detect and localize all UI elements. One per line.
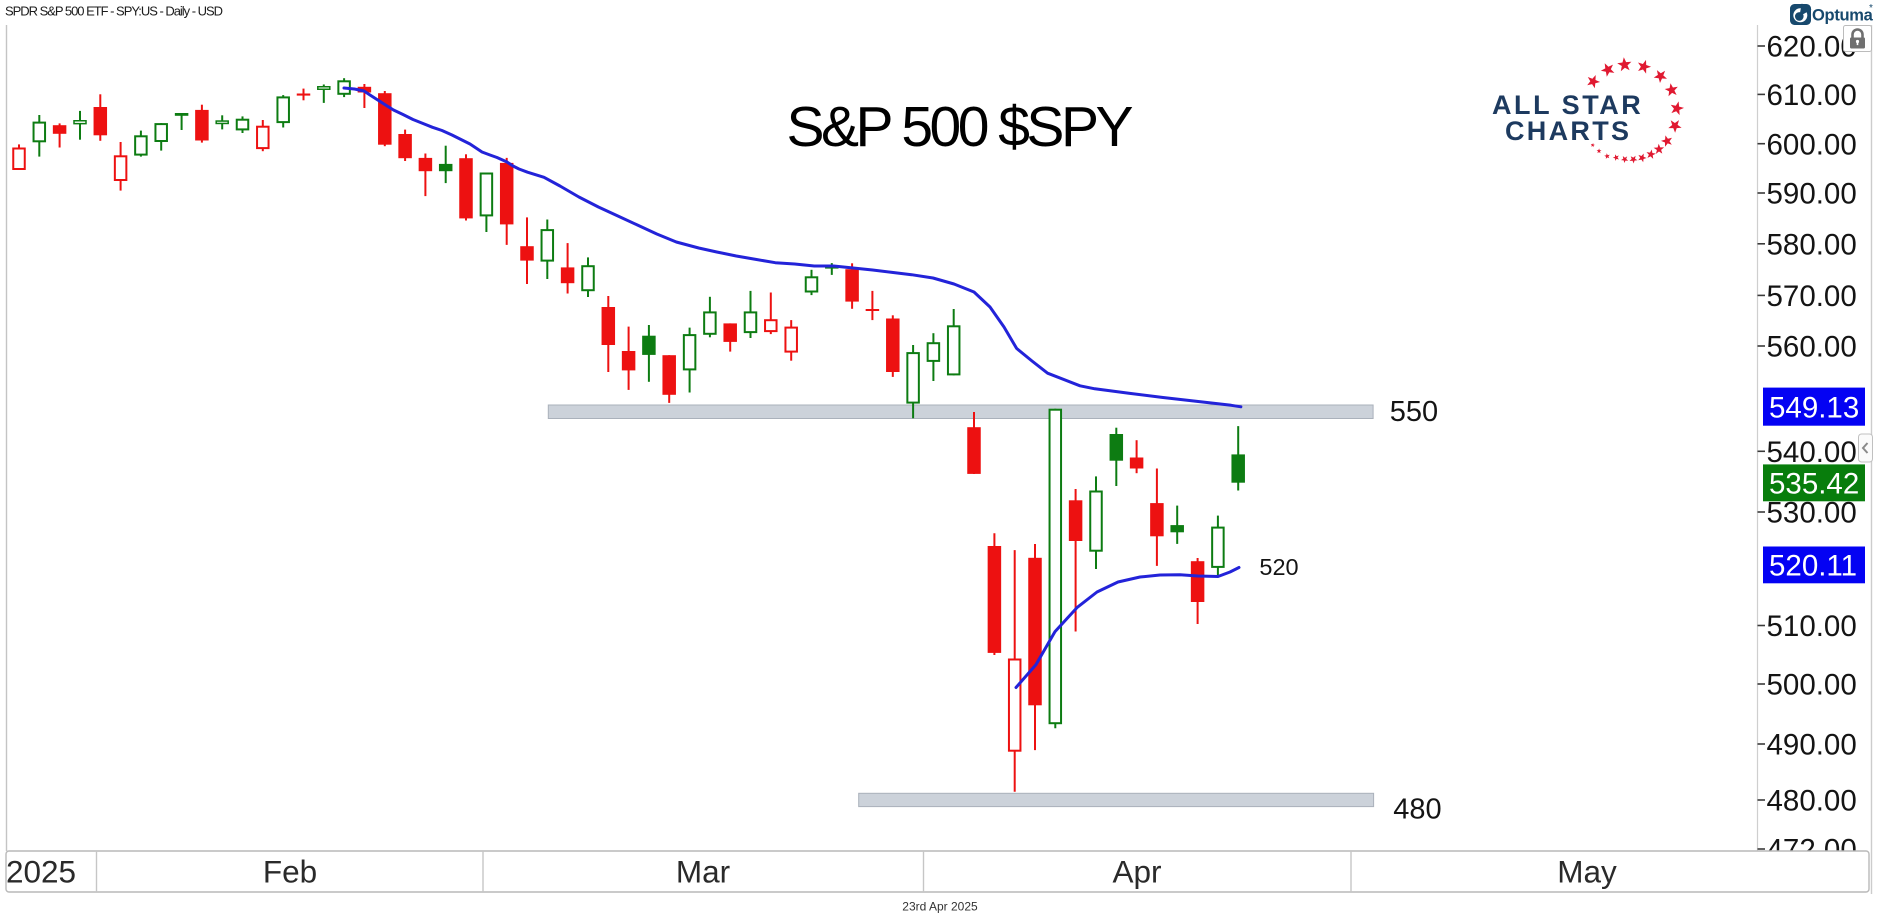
svg-text:560.00: 560.00: [1767, 331, 1857, 364]
svg-text:Apr: Apr: [1112, 854, 1161, 890]
svg-text:600.00: 600.00: [1767, 128, 1857, 161]
svg-text:Optuma: Optuma: [1812, 7, 1874, 25]
svg-text:480.00: 480.00: [1767, 785, 1857, 818]
svg-text:610.00: 610.00: [1767, 79, 1857, 112]
svg-text:620.00: 620.00: [1767, 31, 1857, 64]
svg-text:535.42: 535.42: [1769, 468, 1859, 501]
svg-text:May: May: [1557, 854, 1617, 890]
svg-text:550: 550: [1390, 396, 1438, 428]
svg-text:Feb: Feb: [263, 854, 317, 890]
svg-text:570.00: 570.00: [1767, 280, 1857, 313]
svg-text:S&P 500 $SPY: S&P 500 $SPY: [787, 95, 1134, 159]
svg-text:490.00: 490.00: [1767, 729, 1857, 762]
svg-text:*: *: [1869, 3, 1873, 14]
svg-text:500.00: 500.00: [1767, 669, 1857, 702]
svg-text:580.00: 580.00: [1767, 228, 1857, 261]
svg-text:520.11: 520.11: [1769, 550, 1857, 583]
svg-text:ALL STAR: ALL STAR: [1492, 90, 1644, 120]
svg-text:Mar: Mar: [676, 854, 730, 890]
svg-text:510.00: 510.00: [1767, 610, 1857, 643]
svg-text:2025: 2025: [6, 854, 76, 890]
svg-text:CHARTS: CHARTS: [1505, 116, 1633, 146]
svg-text:540.00: 540.00: [1767, 436, 1857, 469]
svg-text:480: 480: [1393, 794, 1441, 826]
svg-text:23rd Apr 2025: 23rd Apr 2025: [902, 900, 978, 914]
svg-text:520: 520: [1259, 554, 1298, 580]
svg-text:SPDR S&P 500 ETF - SPY:US - Da: SPDR S&P 500 ETF - SPY:US - Daily - USD: [5, 3, 223, 18]
svg-text:590.00: 590.00: [1767, 178, 1857, 211]
svg-text:549.13: 549.13: [1769, 392, 1859, 425]
svg-text:530.00: 530.00: [1767, 497, 1857, 530]
